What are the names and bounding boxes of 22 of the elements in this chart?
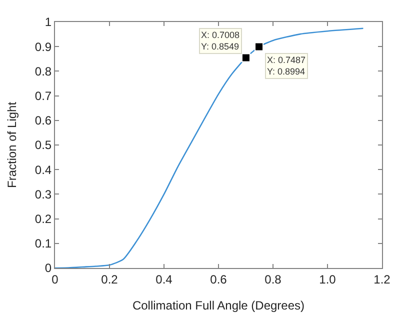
y-tick-label: 1 <box>44 15 52 30</box>
y-tick-label: 0.8 <box>34 64 52 78</box>
x-axis-title: Collimation Full Angle (Degrees) <box>132 298 305 312</box>
y-tick-label: 0.3 <box>34 187 52 202</box>
annotation: X: 0.7487 Y: 0.8994 <box>267 55 306 77</box>
y-tick-label: 0.9 <box>34 40 52 54</box>
y-tick-label: 0.7 <box>34 89 52 103</box>
y-tick-label: 0.2 <box>34 212 52 226</box>
line-series <box>55 28 364 268</box>
y-tick-label: 0.6 <box>34 114 52 128</box>
y-axis-title: Fraction of Light <box>5 101 20 188</box>
x-tick-label: 0.2 <box>101 272 118 286</box>
y-tick-label: 0.5 <box>34 138 52 152</box>
y-tick-label: 0 <box>44 261 52 276</box>
x-tick-label: 1.2 <box>374 272 391 286</box>
annotation: X: 0.7008 Y: 0.8549 <box>201 30 240 52</box>
x-tick-label: 0.6 <box>210 272 228 286</box>
y-tick-label: 0.1 <box>34 236 52 251</box>
x-tick-label: 1.0 <box>319 272 336 286</box>
x-tick-label: 0.4 <box>156 272 173 286</box>
x-tick-label: 0.8 <box>264 272 282 286</box>
y-tick-label: 0.4 <box>34 162 52 177</box>
